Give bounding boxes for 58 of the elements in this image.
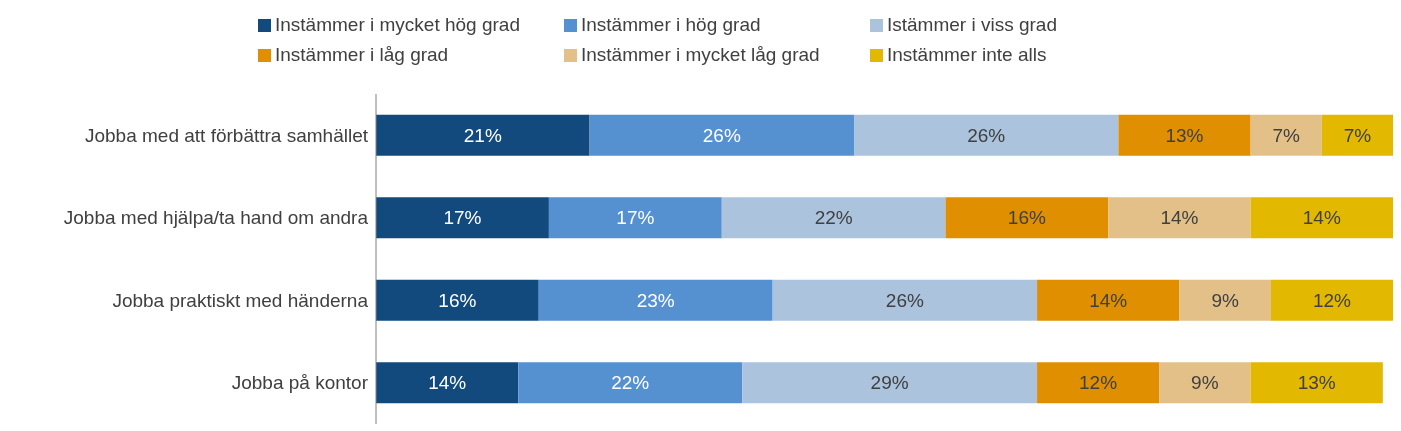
bar [1250,362,1383,404]
bar [376,279,539,321]
legend-label: Instämmer i mycket hög grad [275,14,520,36]
data-label: 14% [1089,289,1128,311]
bar [538,279,773,321]
data-label: 22% [814,207,853,229]
data-label: 7% [1343,124,1372,146]
legend-label: Istämmer i viss grad [887,14,1057,36]
bar [376,114,590,156]
bar [376,197,549,239]
data-label: 9% [1211,289,1240,311]
bar [772,279,1038,321]
data-label: 29% [870,372,909,394]
bar [853,114,1119,156]
data-label: 12% [1079,372,1118,394]
bar [742,362,1038,404]
data-label: 17% [616,207,655,229]
data-label: 14% [1302,207,1341,229]
data-label: 26% [702,124,741,146]
data-label: 23% [636,289,675,311]
data-label: 16% [438,289,477,311]
bar [1037,362,1160,404]
y-tick-label: Jobba med hjälpa/ta hand om andra [63,207,369,229]
bar [548,197,722,239]
data-label: 17% [443,207,482,229]
data-label: 26% [885,289,924,311]
bar [589,114,854,156]
legend-label: Instämmer i låg grad [275,44,449,66]
legend-label: Instämmer i hög grad [581,14,761,36]
bar [1037,279,1180,321]
data-label: 14% [1160,207,1199,229]
data-label: 21% [463,124,502,146]
bar [1179,279,1271,321]
bar [518,362,743,404]
bar [1118,114,1251,156]
bar [1108,197,1251,239]
y-tick-label: Jobba praktiskt med händerna [112,289,369,311]
bar [1159,362,1251,404]
data-label: 7% [1272,124,1301,146]
data-label: 9% [1191,372,1219,394]
bar [945,197,1109,239]
bar [1250,114,1322,156]
bar [376,362,519,404]
data-label: 13% [1165,124,1204,146]
legend-label: Instämmer inte alls [887,44,1047,66]
data-label: 16% [1007,207,1046,229]
data-label: 13% [1297,372,1336,394]
bar [1250,197,1393,239]
data-label: 12% [1312,289,1352,311]
bar [721,197,946,239]
legend-label: Instämmer i mycket låg grad [581,44,820,66]
data-label: 26% [967,124,1006,146]
data-label: 14% [428,372,467,394]
data-label: 22% [611,372,650,394]
y-tick-label: Jobba med att förbättra samhället [84,124,369,146]
y-tick-label: Jobba på kontor [231,372,369,394]
bar [1321,114,1393,156]
bar [1270,279,1393,321]
